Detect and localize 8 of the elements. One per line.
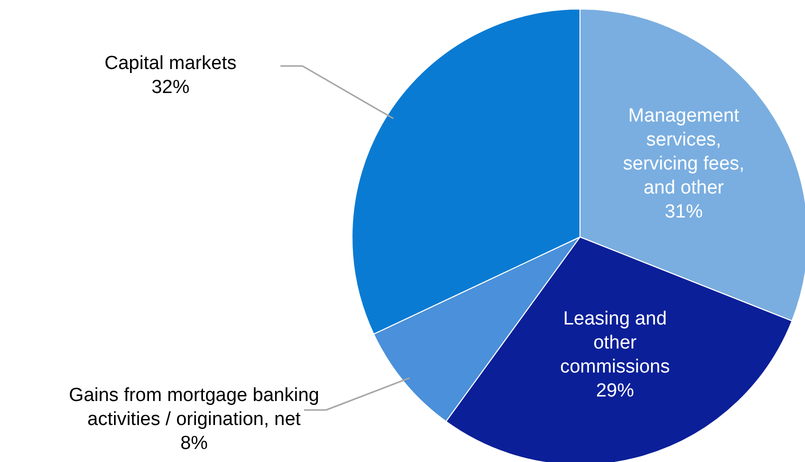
slice-label: Gains from mortgage banking activities / origination, net: [68, 385, 320, 430]
data-label: 31%: [664, 202, 703, 223]
data-label: 8%: [180, 433, 208, 454]
slice-label: Leasing and other commissions: [560, 308, 670, 378]
slice-label: Management services, servicing fees, and other: [622, 106, 744, 199]
data-label: 29%: [596, 380, 634, 402]
data-label: 32%: [151, 76, 190, 98]
slice-label: Capital markets: [104, 52, 236, 74]
